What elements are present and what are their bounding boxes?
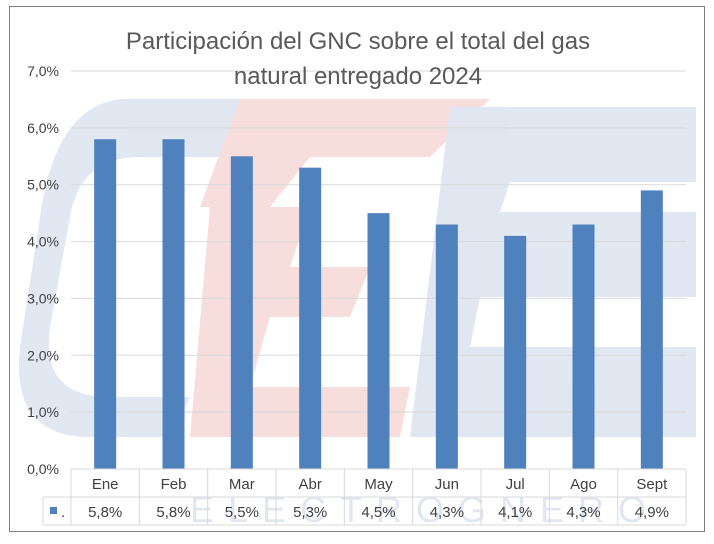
- y-axis-ticks: 0,0% 1,0% 2,0% 3,0% 4,0% 5,0% 6,0% 7,0%: [27, 63, 59, 477]
- bar: [367, 213, 390, 469]
- x-tick-label: Mar: [229, 476, 255, 493]
- data-label: 5,8%: [156, 504, 190, 521]
- data-label: 4,3%: [430, 504, 464, 521]
- y-tick-label: 5,0%: [27, 177, 59, 193]
- bar: [572, 224, 595, 469]
- legend-key: [50, 507, 57, 514]
- data-table: Ene 5,8% Feb 5,8% Mar 5,5% Abr 5,3% May 4,5% Jun 4,…: [42, 468, 687, 526]
- bar-chart: ELECTROGNERO Ene 5,8% Feb 5,8% Mar 5,5% Abr 5,3…: [18, 28, 696, 530]
- bar: [435, 224, 458, 469]
- x-tick-label: Jun: [435, 476, 459, 493]
- x-tick-label: Abr: [298, 476, 321, 493]
- x-tick-label: Sept: [636, 476, 668, 493]
- x-tick-label: Feb: [161, 476, 187, 493]
- bar: [230, 156, 253, 470]
- x-tick-label: Ene: [92, 476, 119, 493]
- y-tick-label: 6,0%: [27, 120, 59, 136]
- x-tick-label: Jul: [506, 476, 525, 493]
- data-label: 4,3%: [566, 504, 600, 521]
- bar: [299, 167, 322, 469]
- data-label: 4,9%: [635, 504, 669, 521]
- y-tick-label: 2,0%: [27, 347, 59, 363]
- chart-title-line-2: natural entregado 2024: [234, 63, 482, 90]
- bar: [640, 190, 663, 469]
- bar: [94, 139, 117, 469]
- data-label: 5,3%: [293, 504, 327, 521]
- y-tick-label: 4,0%: [27, 234, 59, 250]
- data-label: 4,5%: [361, 504, 395, 521]
- data-label: 5,8%: [88, 504, 122, 521]
- x-tick-label: Ago: [570, 476, 597, 493]
- bars: [94, 139, 663, 470]
- chart-frame: ELECTROGNERO Ene 5,8% Feb 5,8% Mar 5,5% Abr 5,3…: [9, 6, 705, 532]
- y-tick-label: 3,0%: [27, 290, 59, 306]
- data-label: 4,1%: [498, 504, 532, 521]
- chart-title-line-1: Participación del GNC sobre el total del…: [126, 28, 590, 55]
- y-tick-label: 0,0%: [27, 461, 59, 477]
- x-tick-label: May: [364, 476, 393, 493]
- y-tick-label: 1,0%: [27, 404, 59, 420]
- watermark-text: ELECTROGNERO: [190, 489, 660, 530]
- bar: [504, 235, 527, 469]
- bar: [162, 139, 185, 469]
- legend-series-name: .: [61, 504, 65, 521]
- y-tick-label: 7,0%: [27, 63, 59, 79]
- data-label: 5,5%: [225, 504, 259, 521]
